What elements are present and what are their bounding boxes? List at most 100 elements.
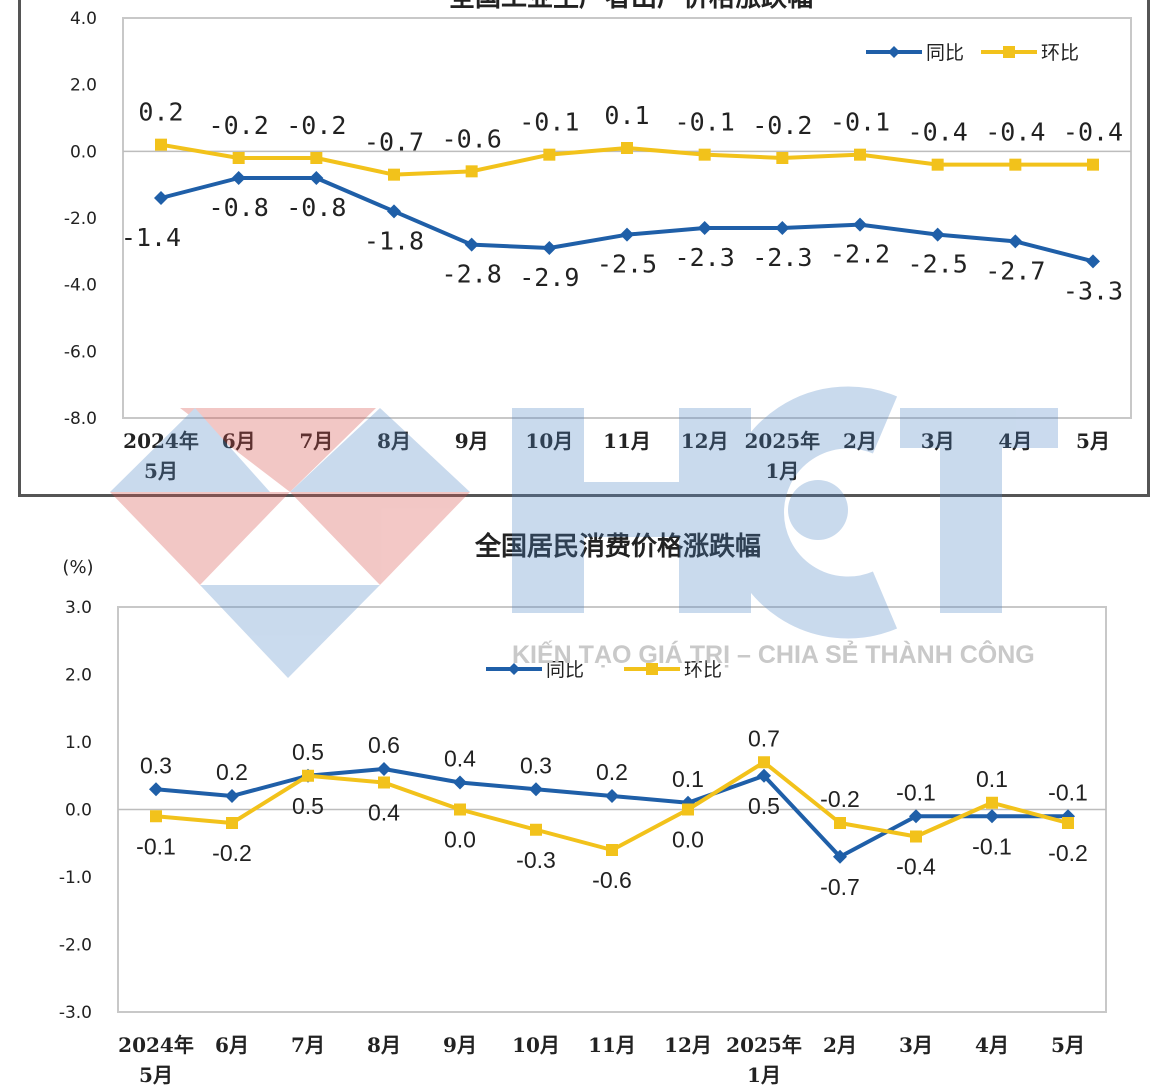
x-tick-label: 12月	[664, 1033, 712, 1057]
x-tick-label: 8月	[367, 1033, 401, 1057]
x-tick-label: 12月	[681, 429, 729, 453]
data-label-yoy: -0.8	[209, 193, 269, 222]
data-label-mom: 0.0	[672, 827, 704, 853]
data-point-yoy	[453, 775, 467, 790]
data-label-mom: 0.1	[976, 766, 1008, 792]
y-tick-label: 4.0	[70, 9, 97, 29]
data-point-yoy	[542, 241, 557, 255]
y-tick-label: -1.0	[59, 868, 92, 888]
x-tick-label: 10月	[512, 1033, 560, 1057]
x-tick-label: 6月	[215, 1033, 249, 1057]
x-tick-label: 2024年	[123, 429, 199, 453]
data-label-yoy: -0.1	[896, 779, 936, 805]
data-point-mom	[1087, 158, 1099, 171]
ppi-chart-panel: 全国工业生产者出厂价格涨跌幅 4.0 2.0 0.0 -2.0 -4.0 -6.0 -8.0 2…	[18, 0, 1150, 497]
data-label-mom: -0.1	[675, 108, 735, 137]
data-label-yoy: 0.1	[672, 766, 704, 792]
y-tick-label: -2.0	[64, 209, 97, 229]
data-point-mom	[606, 844, 618, 856]
data-point-mom	[698, 148, 711, 161]
x-tick-label: 1月	[765, 459, 799, 483]
data-label-mom: -0.4	[1063, 118, 1123, 147]
data-label-mom: -0.1	[830, 108, 890, 137]
data-point-yoy	[529, 782, 543, 797]
data-point-mom	[378, 776, 390, 789]
data-label-mom: -0.2	[286, 111, 346, 140]
data-label-yoy: -2.2	[830, 240, 890, 269]
data-point-yoy	[149, 782, 163, 797]
data-point-mom	[530, 823, 542, 836]
data-label-yoy: -0.8	[286, 193, 346, 222]
data-point-yoy	[985, 809, 999, 824]
x-tick-label: 5月	[139, 1063, 173, 1087]
x-tick-label: 5月	[1076, 429, 1110, 453]
data-point-yoy	[620, 227, 634, 242]
x-tick-label: 11月	[603, 429, 651, 453]
x-tick-label: 6月	[222, 429, 256, 453]
x-tick-label: 7月	[291, 1033, 325, 1057]
legend-marker-yoy	[508, 663, 520, 675]
data-point-mom	[155, 138, 167, 151]
x-tick-label: 5月	[1051, 1033, 1085, 1057]
data-label-yoy: -2.5	[908, 250, 968, 279]
data-label-mom: -0.2	[820, 786, 860, 812]
data-point-mom	[834, 817, 846, 829]
data-label-mom: -0.1	[136, 833, 176, 859]
y-tick-label: 2.0	[65, 666, 92, 686]
data-point-mom	[1009, 158, 1022, 171]
data-label-mom: -0.4	[896, 854, 936, 880]
data-label-mom: 0.7	[748, 725, 780, 751]
data-label-yoy: -2.7	[985, 256, 1045, 285]
data-point-mom	[986, 796, 998, 809]
chart-title: 全国工业生产者出厂价格涨跌幅	[448, 0, 813, 13]
data-label-mom: -0.6	[592, 867, 632, 893]
plot-area-border	[122, 17, 1132, 419]
y-tick-label: 2.0	[70, 76, 97, 96]
legend-label-mom: 环比	[684, 659, 722, 681]
y-tick-label: -6.0	[64, 342, 97, 362]
data-label-yoy: 0.2	[216, 759, 248, 785]
data-label-yoy: -1.8	[364, 226, 424, 255]
x-tick-label: 2024年	[118, 1033, 194, 1057]
x-tick-label: 4月	[975, 1033, 1009, 1057]
x-tick-label: 5月	[144, 459, 178, 483]
data-point-mom	[854, 148, 866, 161]
data-point-mom	[931, 158, 944, 171]
data-label-yoy: -2.5	[597, 250, 657, 279]
data-point-yoy	[853, 217, 867, 232]
data-label-mom: 0.4	[368, 800, 400, 826]
data-label-mom: 0.2	[138, 98, 183, 127]
data-point-yoy	[1086, 254, 1100, 269]
data-label-yoy: -0.1	[1048, 779, 1088, 805]
data-label-yoy: -0.7	[820, 874, 860, 900]
data-point-mom	[910, 830, 922, 843]
data-point-mom	[388, 168, 400, 181]
x-tick-label: 7月	[299, 429, 333, 453]
data-label-mom: -0.7	[364, 128, 424, 157]
data-point-mom	[621, 142, 633, 154]
data-label-yoy: -3.3	[1063, 276, 1123, 305]
x-tick-label: 10月	[525, 429, 573, 453]
data-point-yoy	[225, 789, 239, 803]
data-point-mom	[310, 152, 323, 164]
cpi-chart-panel: 全国居民消费价格涨跌幅 (%) 3.0 2.0 1.0 0.0 -1.0 -2.0 -3.0 20…	[18, 497, 1150, 1090]
data-label-mom: -0.1	[519, 108, 579, 137]
x-tick-label: 3月	[921, 429, 955, 453]
data-point-mom	[232, 152, 245, 164]
data-point-yoy	[309, 171, 324, 185]
data-point-yoy	[464, 237, 479, 252]
data-point-mom	[465, 165, 478, 178]
data-label-mom: -0.2	[212, 840, 252, 866]
data-label-yoy: -1.4	[121, 223, 181, 252]
data-label-mom: -0.2	[752, 111, 812, 140]
data-label-yoy: 0.5	[748, 793, 780, 819]
y-tick-label: -8.0	[64, 409, 97, 429]
data-point-yoy	[697, 221, 712, 235]
data-label-yoy: 0.5	[292, 793, 324, 819]
data-label-yoy: -2.3	[752, 243, 812, 272]
data-label-yoy: -2.9	[519, 263, 579, 292]
data-label-yoy: 0.4	[444, 746, 476, 772]
data-label-mom: 0.0	[444, 827, 476, 853]
legend-marker-yoy	[888, 46, 900, 58]
data-label-yoy: 0.3	[520, 752, 552, 778]
